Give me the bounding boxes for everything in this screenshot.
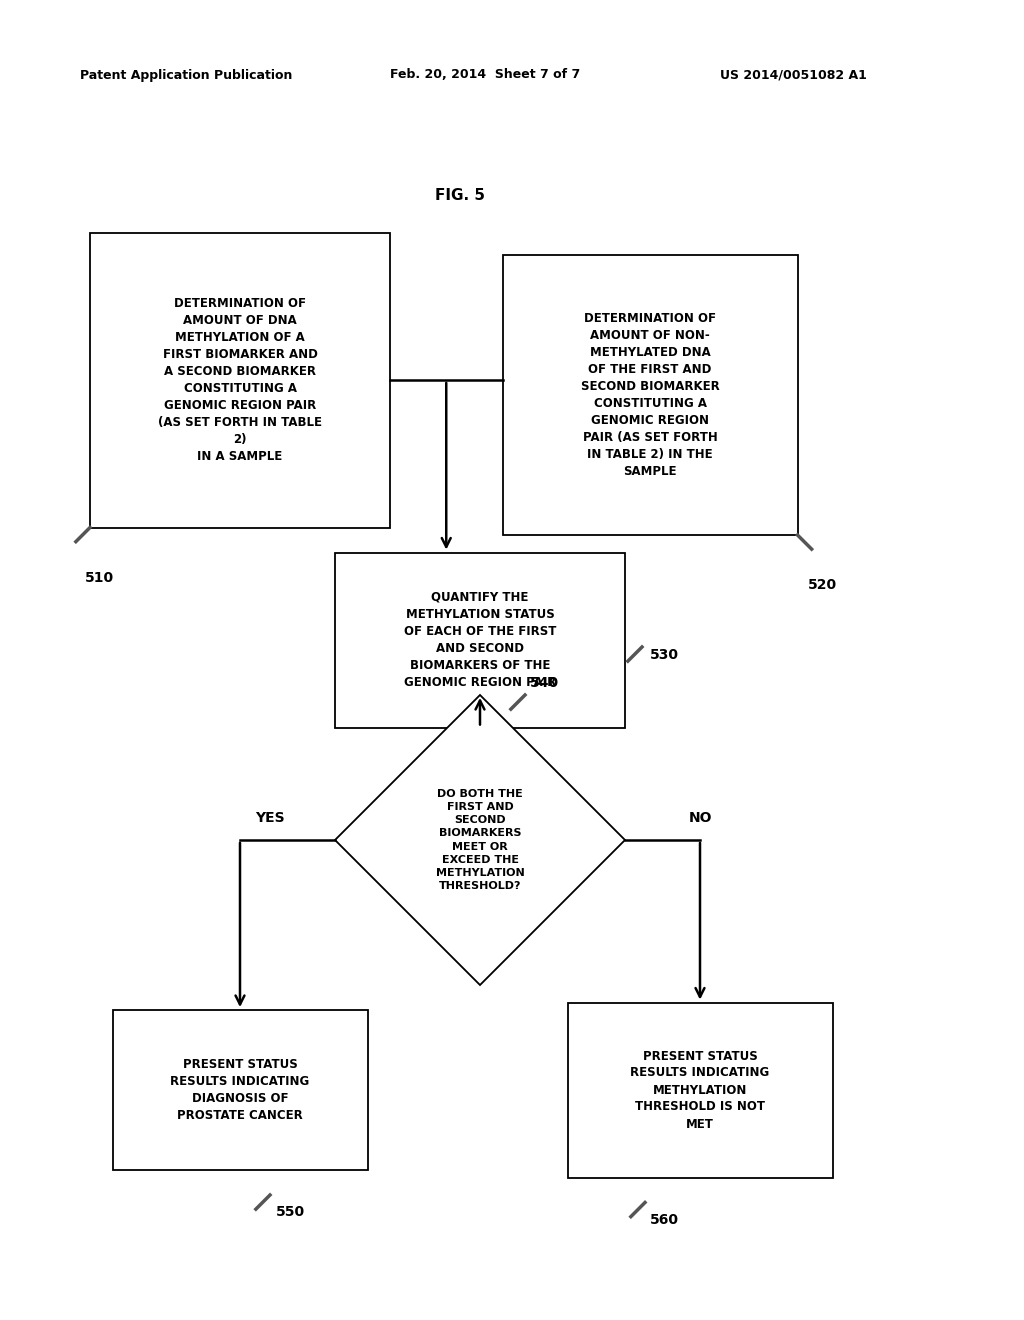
Text: Feb. 20, 2014  Sheet 7 of 7: Feb. 20, 2014 Sheet 7 of 7 bbox=[390, 69, 581, 82]
Text: US 2014/0051082 A1: US 2014/0051082 A1 bbox=[720, 69, 867, 82]
Text: Patent Application Publication: Patent Application Publication bbox=[80, 69, 293, 82]
Text: 510: 510 bbox=[85, 570, 114, 585]
Bar bbox=[113, 1010, 368, 1170]
Bar bbox=[567, 1002, 833, 1177]
Text: 560: 560 bbox=[650, 1213, 679, 1226]
Text: DETERMINATION OF
AMOUNT OF DNA
METHYLATION OF A
FIRST BIOMARKER AND
A SECOND BIO: DETERMINATION OF AMOUNT OF DNA METHYLATI… bbox=[158, 297, 322, 463]
Text: 550: 550 bbox=[275, 1205, 304, 1218]
Bar bbox=[335, 553, 625, 727]
Text: FIG. 5: FIG. 5 bbox=[435, 187, 485, 202]
Text: DETERMINATION OF
AMOUNT OF NON-
METHYLATED DNA
OF THE FIRST AND
SECOND BIOMARKER: DETERMINATION OF AMOUNT OF NON- METHYLAT… bbox=[581, 312, 720, 478]
Text: PRESENT STATUS
RESULTS INDICATING
METHYLATION
THRESHOLD IS NOT
MET: PRESENT STATUS RESULTS INDICATING METHYL… bbox=[631, 1049, 770, 1130]
Text: 520: 520 bbox=[808, 578, 837, 591]
Text: PRESENT STATUS
RESULTS INDICATING
DIAGNOSIS OF
PROSTATE CANCER: PRESENT STATUS RESULTS INDICATING DIAGNO… bbox=[170, 1059, 309, 1122]
Bar bbox=[90, 232, 390, 528]
Text: 530: 530 bbox=[650, 648, 679, 663]
Text: 540: 540 bbox=[530, 676, 559, 690]
Text: DO BOTH THE
FIRST AND
SECOND
BIOMARKERS
MEET OR
EXCEED THE
METHYLATION
THRESHOLD: DO BOTH THE FIRST AND SECOND BIOMARKERS … bbox=[435, 789, 524, 891]
Polygon shape bbox=[335, 696, 625, 985]
Text: NO: NO bbox=[688, 810, 712, 825]
Text: YES: YES bbox=[255, 810, 285, 825]
Text: QUANTIFY THE
METHYLATION STATUS
OF EACH OF THE FIRST
AND SECOND
BIOMARKERS OF TH: QUANTIFY THE METHYLATION STATUS OF EACH … bbox=[403, 591, 556, 689]
Bar bbox=[503, 255, 798, 535]
